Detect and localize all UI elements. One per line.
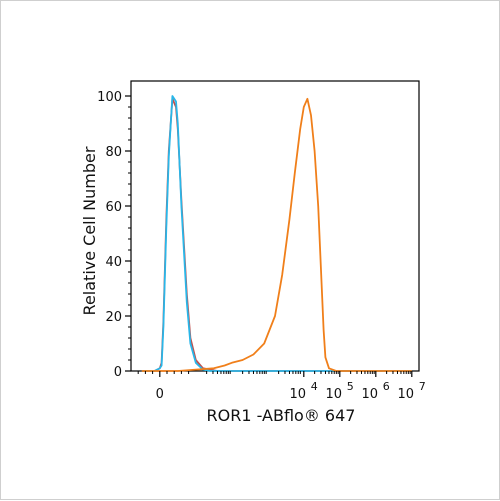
y-tick-label: 40 (105, 255, 122, 270)
y-tick-label: 80 (105, 145, 122, 160)
y-axis-title: Relative Cell Number (80, 146, 99, 315)
x-tick-exponent: 4 (311, 380, 318, 393)
plot-border (130, 80, 420, 372)
plot-area (130, 80, 420, 372)
x-tick-exponent: 7 (419, 380, 426, 393)
y-tick-label: 100 (97, 90, 122, 105)
x-tick-label: 0 (156, 387, 164, 402)
histogram-series-line (141, 97, 412, 372)
histogram-series-line (141, 95, 412, 372)
x-tick-exponent: 5 (347, 380, 354, 393)
y-tick-label: 0 (114, 365, 122, 380)
x-tick-label: 10 (326, 387, 343, 402)
x-tick-label: 10 (362, 387, 379, 402)
series-layer (141, 95, 412, 372)
x-tick-exponent: 6 (383, 380, 390, 393)
axes-layer: 0 20 40 60 80 100 0 10 4 10 5 10 6 10 7 (97, 90, 426, 402)
y-tick-label: 20 (105, 310, 122, 325)
x-tick-label: 10 (290, 387, 307, 402)
x-axis-title: ROR1 -ABflo® 647 (207, 406, 356, 425)
x-tick-label: 10 (398, 387, 415, 402)
y-tick-label: 60 (105, 200, 122, 215)
